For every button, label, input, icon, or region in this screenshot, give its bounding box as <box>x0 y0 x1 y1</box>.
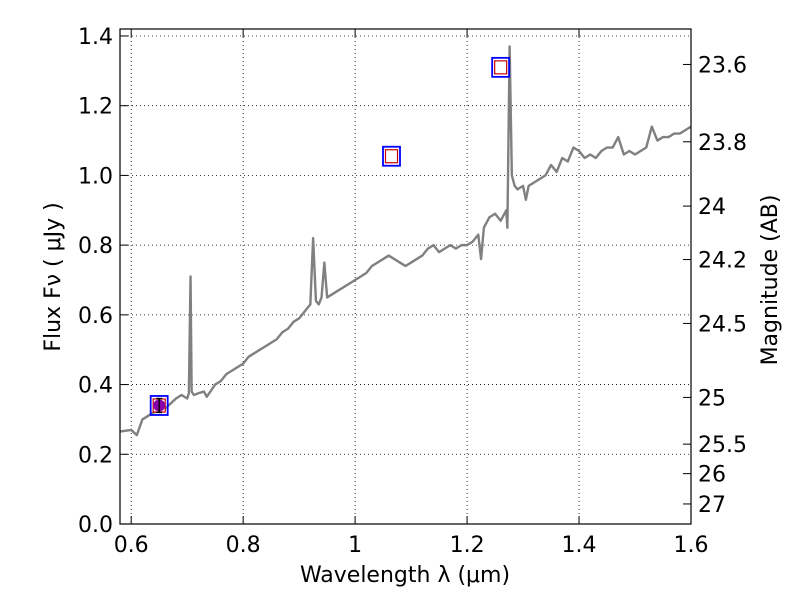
x-tick-label: 0.8 <box>226 533 261 558</box>
y-axis-ticks: 0.0 0.2 0.4 0.6 0.8 1.0 1.2 1.4 <box>78 25 128 538</box>
y-tick-label: 0.8 <box>78 234 113 259</box>
grid <box>120 29 692 525</box>
y2-tick-label: 25 <box>698 386 726 411</box>
y2-tick-label: 23.6 <box>698 53 747 78</box>
x-tick-label: 1 <box>348 533 362 558</box>
y2-tick-label: 24 <box>698 195 726 220</box>
x-tick-label: 1.6 <box>674 533 709 558</box>
photometry-box-outer <box>382 145 401 167</box>
y-tick-label: 1.0 <box>78 164 113 189</box>
photometry-box-inner <box>384 149 399 164</box>
x-tick-label: 1.4 <box>562 533 597 558</box>
x-tick-label: 1.2 <box>450 533 485 558</box>
y-tick-label: 0.0 <box>78 513 113 538</box>
y-tick-label: 0.4 <box>78 374 113 399</box>
x-axis-ticks: 0.6 0.8 1 1.2 1.4 1.6 <box>114 29 709 558</box>
photometry-markers <box>149 56 511 416</box>
y-tick-label: 1.4 <box>78 25 113 50</box>
x-axis-title: Wavelength λ (μm) <box>300 563 510 588</box>
spectrum-series <box>119 45 692 437</box>
y2-tick-label: 24.5 <box>698 312 747 337</box>
y-axis-title: Flux Fν ( μJy ) <box>41 202 66 351</box>
y-tick-label: 0.6 <box>78 304 113 329</box>
y2-axis-title: Magnitude (AB) <box>758 195 783 366</box>
photometry-box-outer <box>149 395 169 416</box>
photometry-box-inner <box>494 60 508 75</box>
y2-tick-label: 23.8 <box>698 131 747 156</box>
spectrum-line <box>119 45 692 437</box>
x-tick-label: 0.6 <box>114 533 149 558</box>
y2-tick-label: 26 <box>698 463 726 488</box>
y2-tick-label: 27 <box>698 493 726 518</box>
y2-tick-label: 25.5 <box>698 433 747 458</box>
y2-axis-ticks: 23.6 23.8 24 24.2 24.5 25 25.5 26 27 <box>683 53 747 518</box>
measured-points <box>153 397 166 414</box>
y-tick-label: 1.2 <box>78 95 113 120</box>
photometry-box-outer <box>491 56 511 78</box>
y-tick-label: 0.2 <box>78 443 113 468</box>
plot-frame <box>119 28 692 525</box>
y2-tick-label: 24.2 <box>698 249 747 274</box>
